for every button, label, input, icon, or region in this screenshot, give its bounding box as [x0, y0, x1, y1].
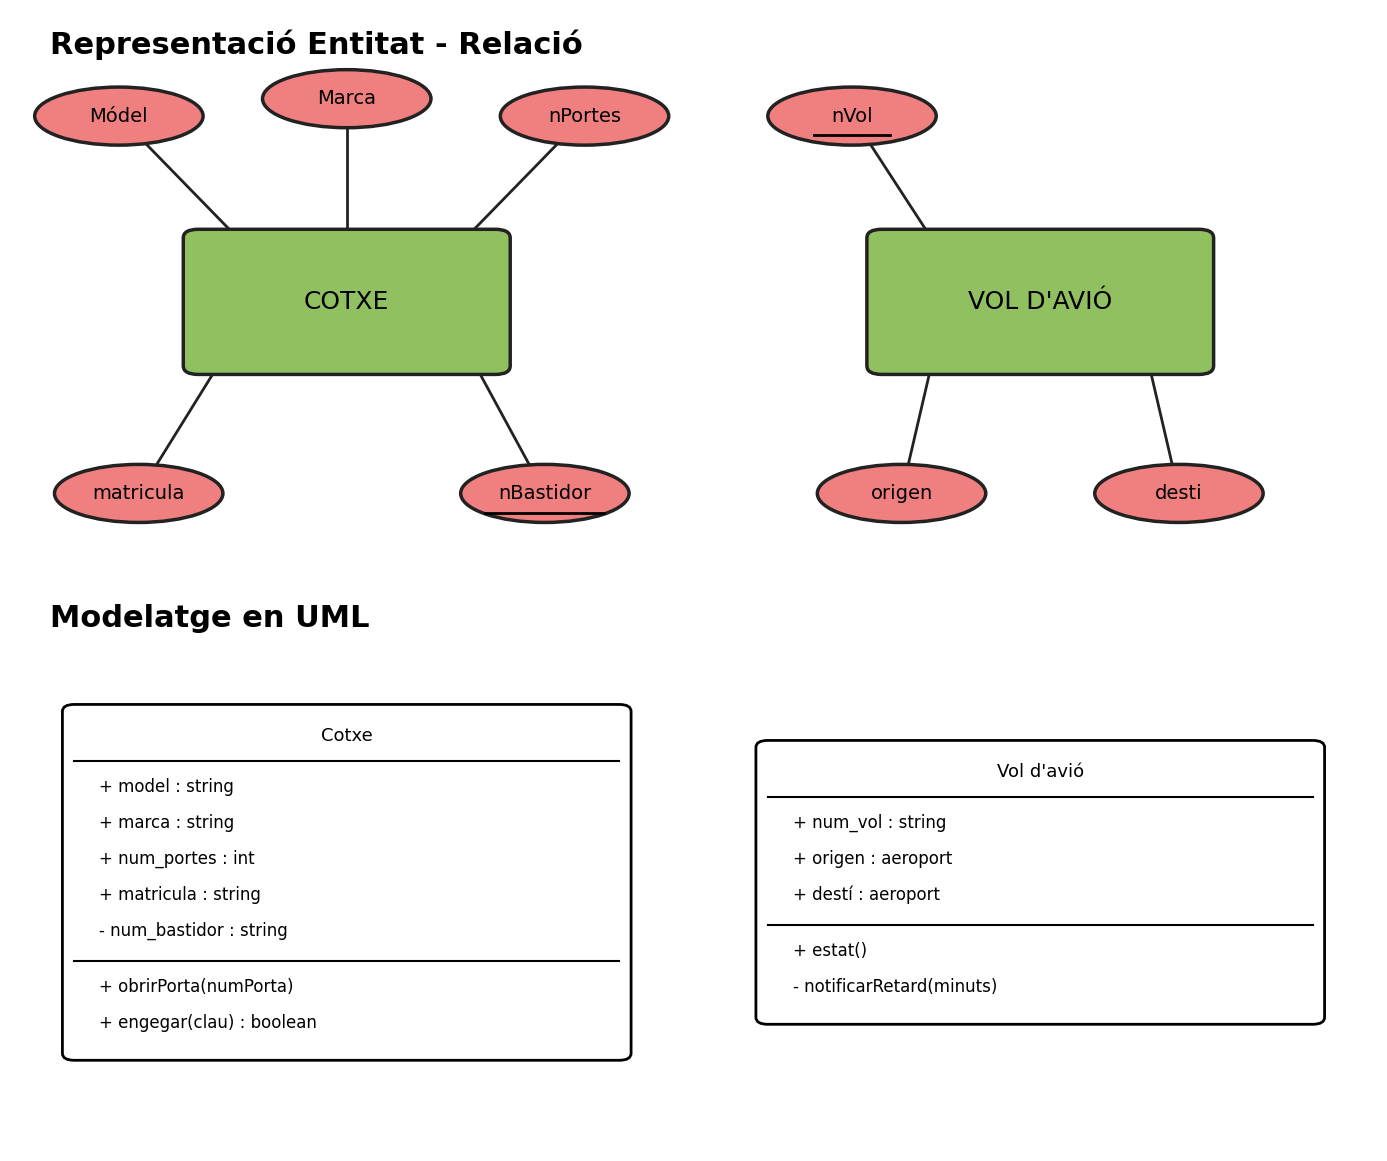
Text: - notificarRetard(minuts): - notificarRetard(minuts): [792, 978, 997, 996]
Text: + estat(): + estat(): [792, 943, 867, 960]
FancyBboxPatch shape: [867, 229, 1214, 374]
Text: matricula: matricula: [93, 484, 184, 503]
FancyBboxPatch shape: [183, 229, 510, 374]
Text: Cotxe: Cotxe: [320, 727, 373, 745]
Text: VOL D'AVIÓ: VOL D'AVIÓ: [968, 290, 1112, 313]
FancyBboxPatch shape: [62, 705, 631, 1060]
Ellipse shape: [1094, 464, 1264, 522]
Text: Módel: Módel: [90, 107, 148, 125]
Ellipse shape: [460, 464, 630, 522]
Text: origen: origen: [871, 484, 932, 503]
Text: COTXE: COTXE: [304, 290, 390, 313]
Text: nVol: nVol: [831, 107, 872, 125]
Ellipse shape: [817, 464, 986, 522]
Text: Modelatge en UML: Modelatge en UML: [50, 604, 369, 633]
Text: + model : string: + model : string: [98, 778, 234, 796]
Text: nBastidor: nBastidor: [498, 484, 591, 503]
Text: + marca : string: + marca : string: [98, 814, 234, 832]
Text: + destí : aeroport: + destí : aeroport: [792, 886, 939, 904]
Text: + obrirPorta(numPorta): + obrirPorta(numPorta): [98, 978, 294, 996]
Text: + num_vol : string: + num_vol : string: [792, 814, 946, 832]
Ellipse shape: [35, 87, 203, 145]
Text: + num_portes : int: + num_portes : int: [98, 850, 255, 868]
Text: Representació Entitat - Relació: Representació Entitat - Relació: [50, 29, 583, 59]
Text: Vol d'avió: Vol d'avió: [997, 763, 1083, 781]
Text: + matricula : string: + matricula : string: [98, 886, 261, 904]
Text: + origen : aeroport: + origen : aeroport: [792, 850, 951, 868]
Ellipse shape: [262, 70, 431, 128]
Ellipse shape: [768, 87, 936, 145]
FancyBboxPatch shape: [756, 741, 1325, 1024]
Ellipse shape: [54, 464, 223, 522]
Ellipse shape: [501, 87, 669, 145]
Text: + engegar(clau) : boolean: + engegar(clau) : boolean: [98, 1015, 318, 1032]
Text: - num_bastidor : string: - num_bastidor : string: [98, 922, 288, 940]
Text: Marca: Marca: [318, 89, 376, 108]
Text: desti: desti: [1155, 484, 1203, 503]
Text: nPortes: nPortes: [548, 107, 621, 125]
